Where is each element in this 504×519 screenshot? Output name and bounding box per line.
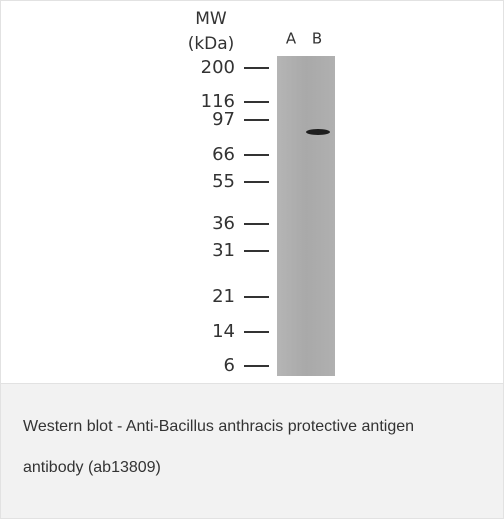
marker-label: 14: [212, 321, 235, 342]
lane-label: B: [312, 30, 322, 48]
unit-label: (kDa): [188, 34, 235, 54]
marker-label: 55: [212, 171, 235, 192]
figure-card: MW (kDa) AB 200116976655363121146 Wester…: [0, 0, 504, 519]
marker-label: 97: [212, 109, 235, 130]
marker-label: 36: [212, 213, 235, 234]
caption: Western blot - Anti-Bacillus anthracis p…: [1, 384, 463, 488]
mw-label: MW: [195, 9, 227, 29]
marker-label: 6: [224, 355, 235, 376]
marker-label: 31: [212, 240, 235, 261]
marker-label: 200: [201, 57, 235, 78]
marker-label: 21: [212, 286, 235, 307]
caption-area: Western blot - Anti-Bacillus anthracis p…: [1, 383, 503, 518]
marker-label: 66: [212, 144, 235, 165]
blot-membrane: [277, 56, 335, 376]
lane-label: A: [286, 30, 297, 48]
blot-band: [306, 129, 330, 135]
